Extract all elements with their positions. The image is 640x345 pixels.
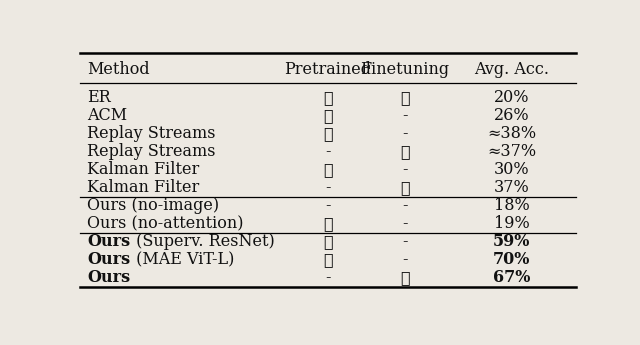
Text: -: - [402,215,408,232]
Text: ≈38%: ≈38% [487,125,536,142]
Text: ✓: ✓ [400,179,410,196]
Text: -: - [325,179,331,196]
Text: ✓: ✓ [400,89,410,106]
Text: Ours (no-image): Ours (no-image) [88,197,220,214]
Text: -: - [402,107,408,124]
Text: 19%: 19% [493,215,529,232]
Text: (Superv. ResNet): (Superv. ResNet) [131,233,275,250]
Text: ≈37%: ≈37% [487,143,536,160]
Text: ✓: ✓ [323,107,333,124]
Text: -: - [325,269,331,286]
Text: ✓: ✓ [400,143,410,160]
Text: -: - [402,197,408,214]
Text: 20%: 20% [494,89,529,106]
Text: Avg. Acc.: Avg. Acc. [474,61,549,78]
Text: Kalman Filter: Kalman Filter [88,179,200,196]
Text: Replay Streams: Replay Streams [88,125,216,142]
Text: ACM: ACM [88,107,127,124]
Text: 70%: 70% [493,251,530,268]
Text: Pretrained: Pretrained [285,61,371,78]
Text: Ours: Ours [88,269,131,286]
Text: -: - [325,143,331,160]
Text: -: - [325,197,331,214]
Text: Ours (no-attention): Ours (no-attention) [88,215,244,232]
Text: Finetuning: Finetuning [360,61,449,78]
Text: ER: ER [88,89,111,106]
Text: 67%: 67% [493,269,530,286]
Text: 26%: 26% [493,107,529,124]
Text: -: - [402,161,408,178]
Text: 37%: 37% [493,179,529,196]
Text: 59%: 59% [493,233,530,250]
Text: ✓: ✓ [323,161,333,178]
Text: ✓: ✓ [323,89,333,106]
Text: 18%: 18% [493,197,529,214]
Text: ✓: ✓ [400,269,410,286]
Text: Replay Streams: Replay Streams [88,143,216,160]
Text: -: - [402,125,408,142]
Text: Ours: Ours [88,233,131,250]
Text: -: - [402,233,408,250]
Text: ✓: ✓ [323,251,333,268]
Text: Kalman Filter: Kalman Filter [88,161,200,178]
Text: Method: Method [88,61,150,78]
Text: ✓: ✓ [323,125,333,142]
Text: ✓: ✓ [323,233,333,250]
Text: (MAE ViT-L): (MAE ViT-L) [131,251,234,268]
Text: 30%: 30% [493,161,529,178]
Text: ✓: ✓ [323,215,333,232]
Text: -: - [402,251,408,268]
Text: Ours: Ours [88,251,131,268]
